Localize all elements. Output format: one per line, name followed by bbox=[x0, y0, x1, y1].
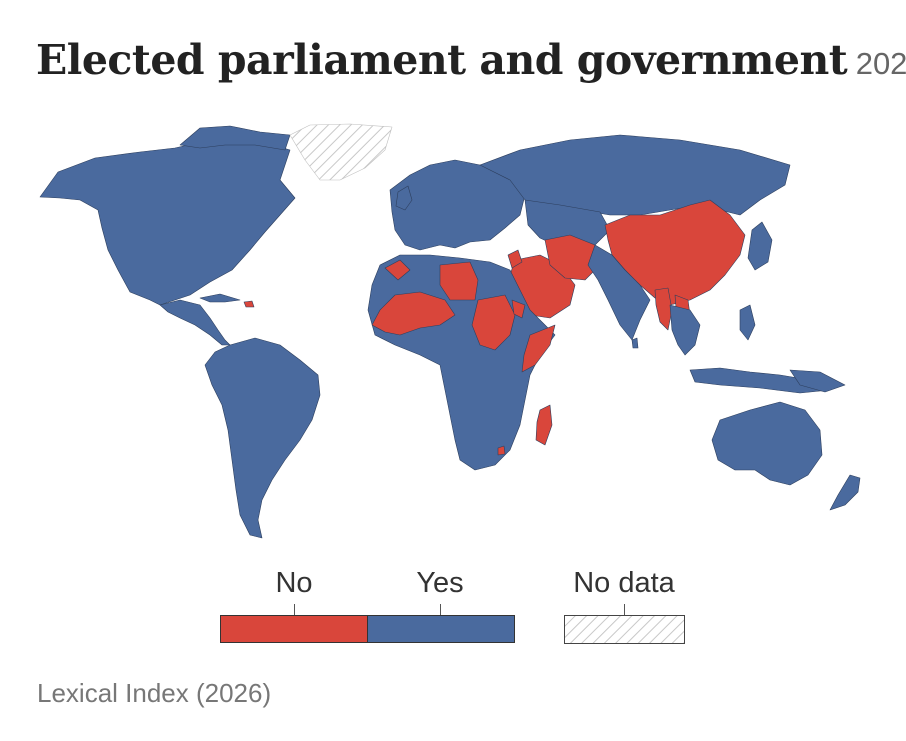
north-america bbox=[39, 137, 296, 306]
chart-title: Elected parliament and government 2025 bbox=[36, 36, 906, 84]
philippines bbox=[739, 304, 756, 341]
legend-label-yes: Yes bbox=[416, 567, 464, 599]
india bbox=[587, 244, 651, 341]
haiti bbox=[243, 300, 255, 308]
title-year: 2025 bbox=[855, 46, 906, 81]
legend-tick-yes bbox=[440, 604, 441, 616]
europe bbox=[389, 159, 526, 251]
legend-label-no: No bbox=[275, 567, 313, 599]
legend-tick-no bbox=[294, 604, 295, 616]
legend-swatch-no-data bbox=[564, 615, 685, 644]
greenland bbox=[289, 123, 393, 181]
legend-tick-no-data bbox=[624, 604, 625, 616]
somalia bbox=[521, 324, 556, 373]
world-map bbox=[39, 123, 861, 539]
legend-label-no-data: No data bbox=[573, 567, 675, 599]
eswatini bbox=[497, 445, 506, 456]
sahel bbox=[371, 291, 456, 336]
se-asia bbox=[669, 304, 701, 356]
eritrea bbox=[511, 299, 526, 319]
cuba bbox=[199, 293, 241, 303]
myanmar bbox=[654, 287, 673, 331]
japan bbox=[747, 221, 773, 271]
sri-lanka bbox=[631, 337, 639, 349]
sudan bbox=[471, 294, 516, 351]
levant bbox=[507, 249, 523, 269]
canada-arctic bbox=[179, 125, 291, 151]
libya bbox=[439, 261, 479, 301]
central-america bbox=[159, 299, 231, 346]
legend-swatch-yes bbox=[367, 615, 515, 643]
uk bbox=[395, 185, 413, 211]
iran bbox=[544, 234, 601, 281]
south-america bbox=[204, 337, 321, 539]
legend-swatch-no bbox=[220, 615, 368, 643]
new-zealand bbox=[829, 474, 861, 511]
australia bbox=[711, 401, 823, 486]
title-text: Elected parliament and government bbox=[36, 36, 848, 84]
western-sahara bbox=[384, 259, 411, 281]
madagascar bbox=[535, 404, 553, 446]
papua bbox=[789, 369, 846, 393]
source-note: Lexical Index (2026) bbox=[37, 678, 272, 708]
